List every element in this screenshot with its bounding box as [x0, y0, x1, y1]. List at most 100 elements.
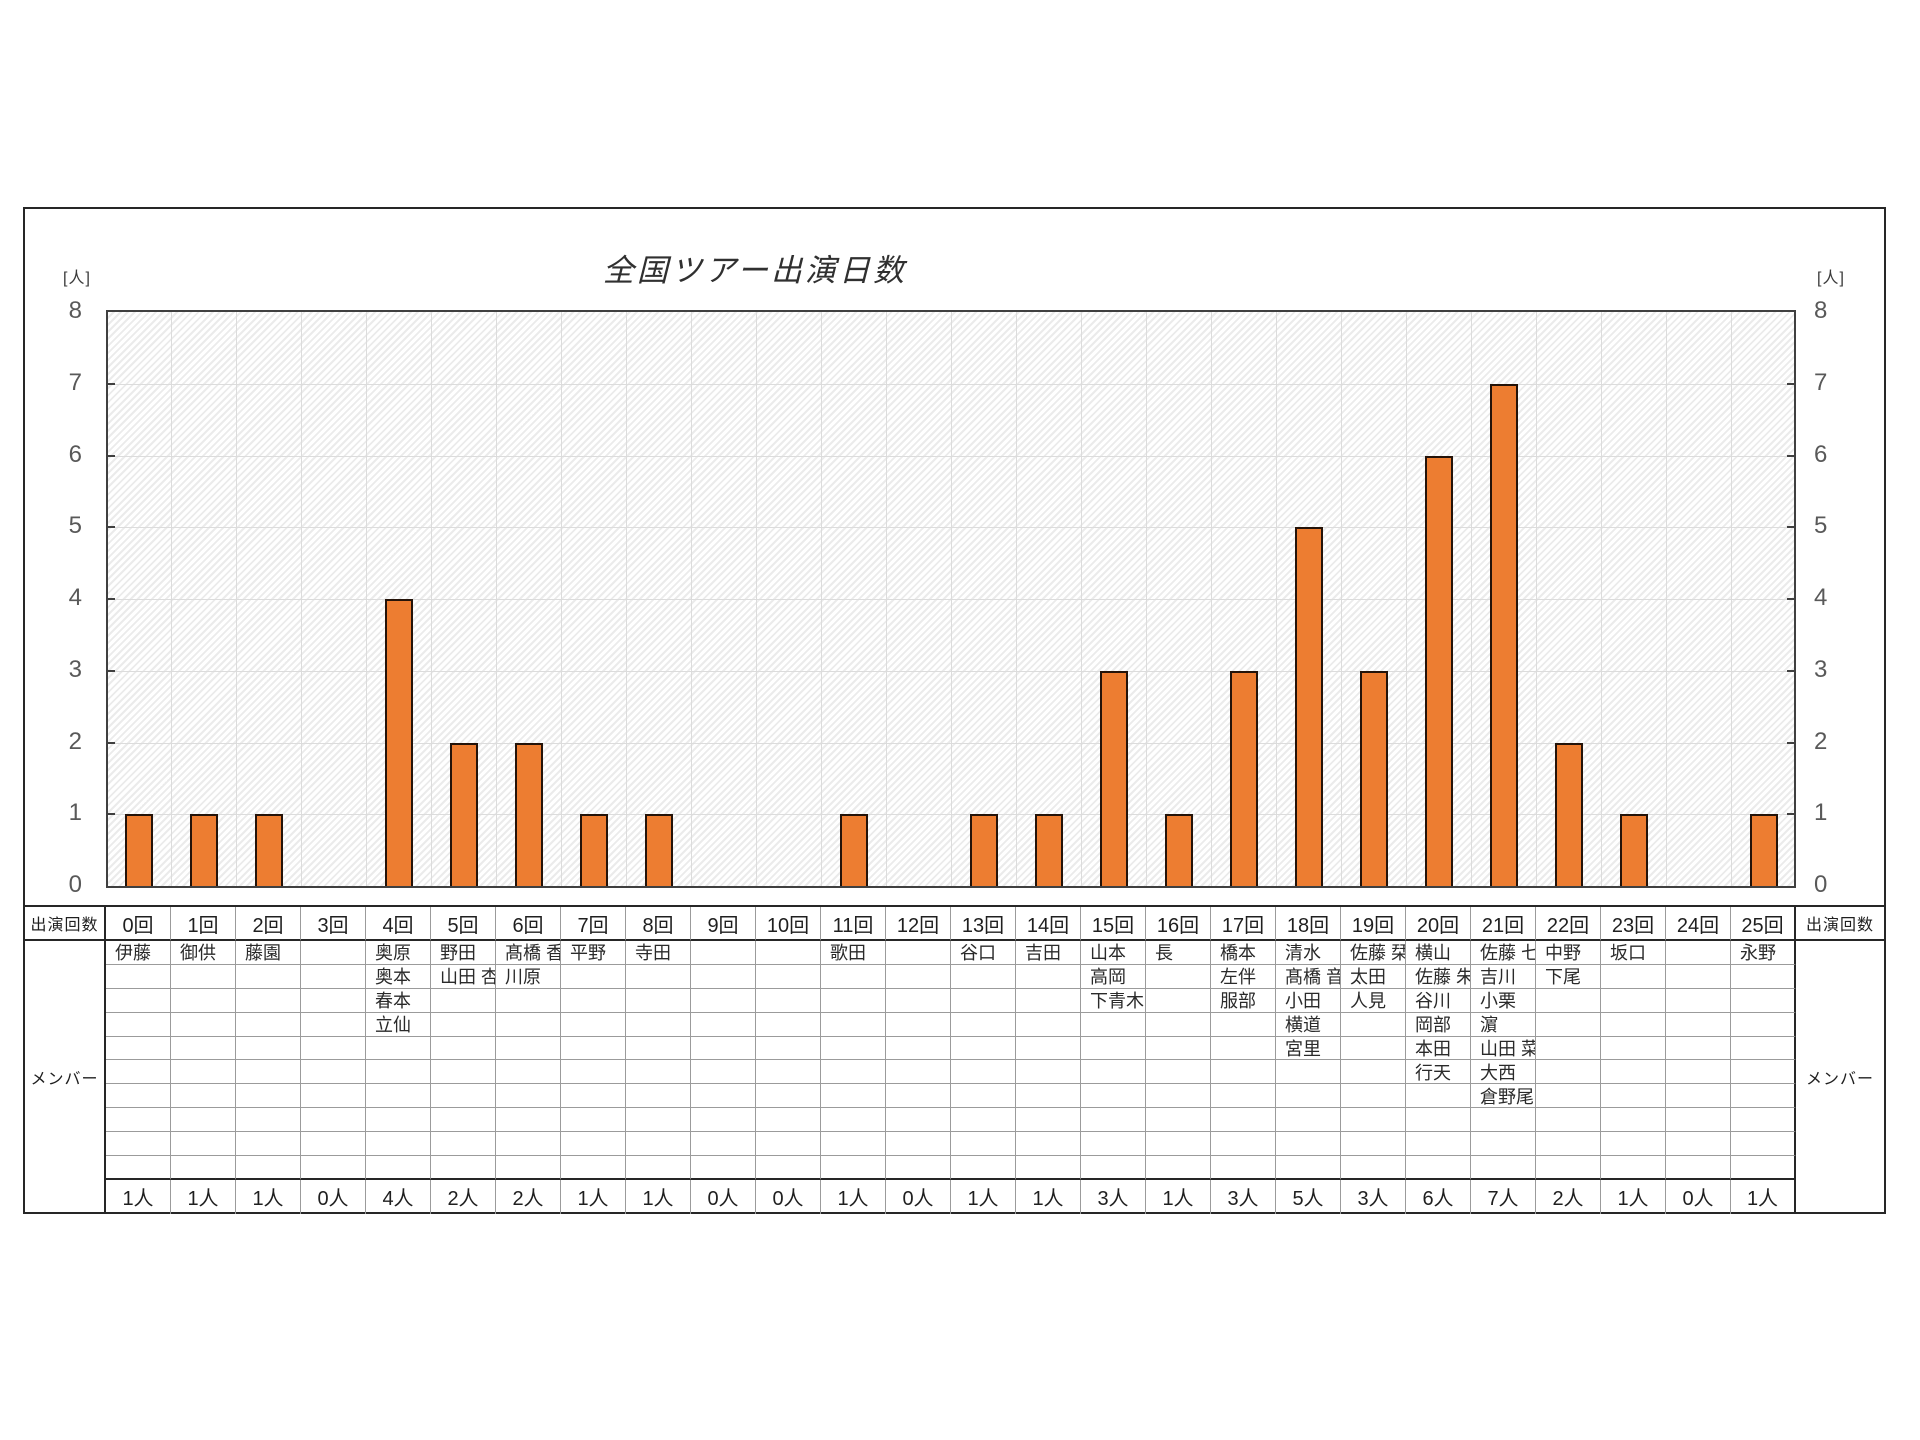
- member-cell: [171, 988, 236, 1013]
- member-cell: [691, 1108, 756, 1133]
- member-cell: [1406, 1156, 1471, 1180]
- total-cell-3回: 0人: [301, 1179, 366, 1214]
- member-cell: [1536, 988, 1601, 1013]
- member-cell: [171, 1156, 236, 1180]
- member-cell: [1211, 1060, 1276, 1085]
- y-tick-label-right-5: 5: [1814, 512, 1828, 540]
- member-cell: [1276, 1060, 1341, 1085]
- member-cell: [951, 1108, 1016, 1133]
- member-cell: [1341, 1156, 1406, 1180]
- member-cell: [1341, 1060, 1406, 1085]
- member-cell: [106, 1132, 171, 1157]
- member-cell: [1601, 1108, 1666, 1133]
- header-cell-11回: 11回: [821, 907, 886, 941]
- y-tick-label-right-3: 3: [1814, 655, 1828, 683]
- member-cell: [301, 1084, 366, 1109]
- member-cell: [1406, 1108, 1471, 1133]
- total-cell-25回: 1人: [1731, 1179, 1796, 1214]
- y-tick-label-left-1: 1: [68, 799, 82, 827]
- member-cell: [1406, 1084, 1471, 1109]
- member-cell: [886, 1012, 951, 1037]
- bar-15回: [1099, 670, 1128, 886]
- member-cell: [756, 1060, 821, 1085]
- member-cell: 大西: [1471, 1060, 1536, 1085]
- member-cell: [626, 1036, 691, 1061]
- member-cell: [1536, 1012, 1601, 1037]
- member-cell: [431, 1060, 496, 1085]
- member-cell: [1146, 1156, 1211, 1180]
- member-cell: [1276, 1156, 1341, 1180]
- header-cell-0回: 0回: [106, 907, 171, 941]
- bar-13回: [969, 814, 998, 886]
- total-cell-7回: 1人: [561, 1179, 626, 1214]
- member-cell: [171, 1084, 236, 1109]
- total-cell-21回: 7人: [1471, 1179, 1536, 1214]
- member-cell: [1731, 1132, 1796, 1157]
- header-cell-3回: 3回: [301, 907, 366, 941]
- member-cell: [1081, 1108, 1146, 1133]
- y-tick-left: [108, 813, 115, 816]
- bar-18回: [1294, 527, 1323, 886]
- bar-8回: [644, 814, 673, 886]
- member-cell: [1666, 1060, 1731, 1085]
- member-cell: 太田: [1341, 964, 1406, 989]
- member-cell: [626, 988, 691, 1013]
- y-tick-label-right-6: 6: [1814, 440, 1828, 468]
- member-cell: [1211, 1132, 1276, 1157]
- member-cell: [366, 1156, 431, 1180]
- member-cell: [301, 1036, 366, 1061]
- member-cell: [1536, 1156, 1601, 1180]
- member-cell: [1341, 1012, 1406, 1037]
- member-cell: [691, 1036, 756, 1061]
- bar-0回: [124, 814, 153, 886]
- member-cell: [1081, 1084, 1146, 1109]
- member-cell: [301, 964, 366, 989]
- member-cell: [691, 964, 756, 989]
- member-cell: 平野: [561, 941, 626, 965]
- gridline-vertical: [1471, 312, 1472, 886]
- bar-14回: [1034, 814, 1063, 886]
- member-cell: [1471, 1132, 1536, 1157]
- y-tick-label-right-8: 8: [1814, 297, 1828, 324]
- gridline-vertical: [1406, 312, 1407, 886]
- member-cell: [1601, 1036, 1666, 1061]
- member-cell: [1146, 1012, 1211, 1037]
- member-cell: [1601, 988, 1666, 1013]
- member-cell: [756, 941, 821, 965]
- member-cell: [1731, 1036, 1796, 1061]
- member-cell: [236, 1060, 301, 1085]
- member-cell: 立仙: [366, 1012, 431, 1037]
- y-tick-left: [108, 382, 115, 385]
- bar-23回: [1619, 814, 1648, 886]
- member-cell: 奥本: [366, 964, 431, 989]
- member-cell: [886, 1036, 951, 1061]
- member-cell: [1536, 1132, 1601, 1157]
- member-cell: [626, 1132, 691, 1157]
- gridline-vertical: [951, 312, 952, 886]
- header-cell-1回: 1回: [171, 907, 236, 941]
- member-cell: 長: [1146, 941, 1211, 965]
- total-cell-0回: 1人: [106, 1179, 171, 1214]
- bar-21回: [1489, 383, 1518, 886]
- header-cell-15回: 15回: [1081, 907, 1146, 941]
- member-cell: [1276, 1084, 1341, 1109]
- y-tick-label-right-2: 2: [1814, 727, 1828, 755]
- bar-4回: [384, 599, 413, 886]
- total-cell-17回: 3人: [1211, 1179, 1276, 1214]
- corner-label-right-header: 出演回数: [1796, 907, 1884, 941]
- member-cell: [821, 1132, 886, 1157]
- member-cell: [886, 1132, 951, 1157]
- y-tick-right: [1787, 526, 1794, 529]
- gridline-vertical: [756, 312, 757, 886]
- member-cell: [1016, 964, 1081, 989]
- member-cell: 野田: [431, 941, 496, 965]
- member-cell: 佐藤 七: [1471, 941, 1536, 965]
- member-cell: [821, 964, 886, 989]
- member-cell: [236, 1084, 301, 1109]
- member-cell: [691, 1156, 756, 1180]
- member-cell: [301, 988, 366, 1013]
- member-cell: 行天: [1406, 1060, 1471, 1085]
- y-tick-left: [108, 526, 115, 529]
- member-cell: [236, 1012, 301, 1037]
- member-cell: 春本: [366, 988, 431, 1013]
